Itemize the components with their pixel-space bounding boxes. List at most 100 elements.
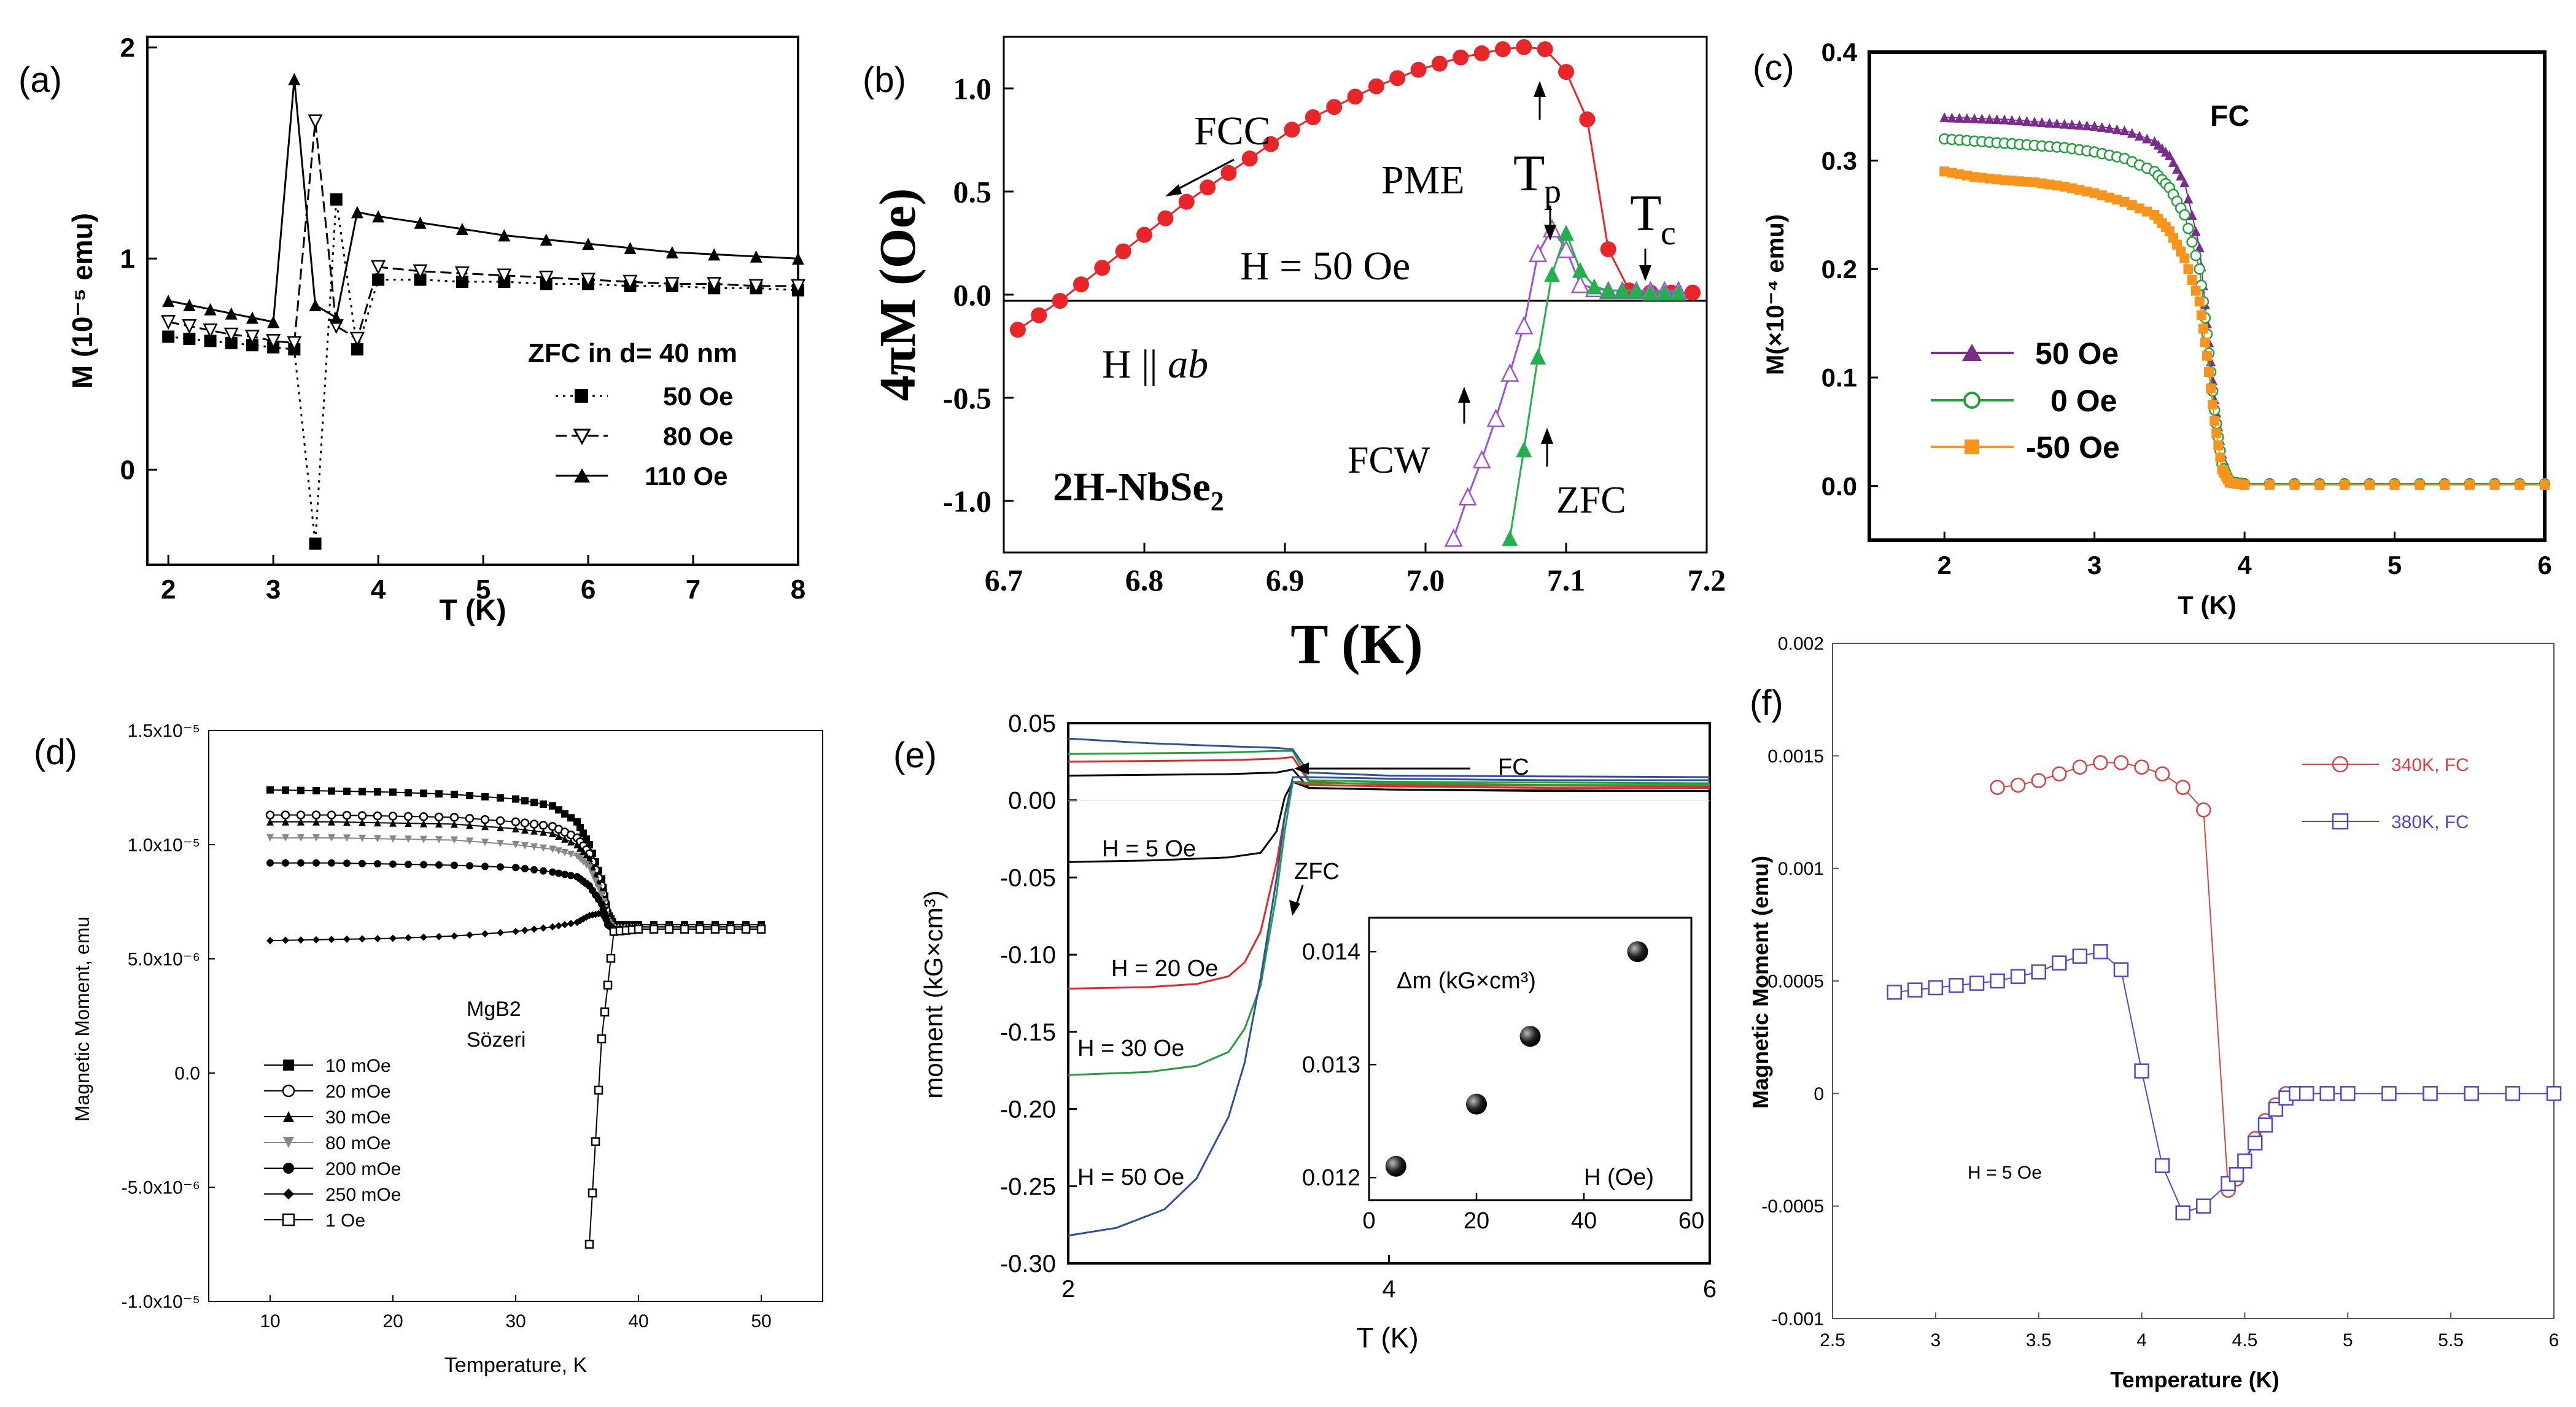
data-point (2105, 192, 2115, 203)
data-point (225, 307, 238, 320)
data-point (2423, 1086, 2438, 1101)
data-point (2154, 1158, 2170, 1173)
data-point (1516, 39, 1532, 55)
panel-a-plot-area (161, 72, 806, 550)
panel-b-xlabel: T (K) (1290, 613, 1423, 675)
data-point (567, 814, 575, 822)
data-point (2142, 206, 2152, 217)
data-point (1472, 450, 1491, 469)
panel-f-legend-340: 340K, FC (2391, 755, 2469, 775)
data-point (495, 816, 505, 826)
panel-e-inset-ticks: 0 20 40 60 0.012 0.013 0.014 (1302, 939, 1704, 1234)
data-point (2134, 1063, 2149, 1079)
data-point (2364, 479, 2375, 490)
data-point (2179, 177, 2190, 187)
data-point (2194, 242, 2205, 252)
data-point (521, 926, 529, 934)
data-point (2240, 479, 2250, 490)
data-point (521, 797, 529, 805)
y-tick-label: 0.0015 (1767, 746, 1824, 767)
data-point (498, 229, 511, 242)
data-point (330, 193, 343, 206)
data-point (741, 924, 751, 934)
data-point (549, 923, 556, 931)
data-point (312, 936, 320, 944)
data-point (561, 849, 568, 857)
legend-label: 1 Oe (325, 1211, 365, 1231)
data-point (2097, 122, 2107, 132)
data-point (2464, 1086, 2479, 1101)
data-point (2289, 479, 2300, 490)
data-point (2135, 131, 2144, 141)
y-tick-label: 0.3 (1821, 146, 1857, 175)
x-tick-label: 6 (2537, 551, 2551, 579)
panel-c-ticks: 2 3 4 5 6 0.0 0.1 0.2 0.3 0.4 (1821, 38, 2552, 579)
data-point (2540, 479, 2550, 490)
data-point (449, 813, 459, 822)
x-tick-label: 10 (260, 1311, 280, 1331)
x-tick-label: 6 (1703, 1276, 1717, 1303)
data-point (2113, 755, 2129, 770)
data-point (623, 274, 638, 290)
data-point (451, 820, 458, 828)
data-point (311, 810, 321, 820)
data-point (466, 792, 473, 800)
x-tick-label: 2.5 (1820, 1330, 1845, 1351)
data-point (204, 335, 217, 347)
data-point (297, 834, 305, 842)
data-point (2268, 1101, 2284, 1117)
panel-c-legend-0: 0 Oe (2050, 384, 2117, 418)
data-point (588, 1188, 597, 1198)
panel-e-inset-frame (1368, 917, 1693, 1201)
data-point (405, 934, 412, 942)
data-point (1969, 975, 1985, 991)
panel-e-inset-xlabel: H (Oe) (1584, 1165, 1654, 1190)
data-point (1990, 780, 2005, 795)
data-point (1928, 980, 1944, 996)
data-point (512, 864, 519, 872)
panel-a-ticks: 2 3 4 5 6 7 8 0 1 2 (120, 33, 806, 605)
data-point (567, 850, 575, 858)
data-point (750, 250, 762, 263)
data-point (530, 843, 538, 851)
data-point (2489, 479, 2500, 490)
panel-b-tc-label: T (1630, 185, 1661, 242)
x-tick-label: 4.5 (2232, 1330, 2258, 1351)
data-point (538, 270, 554, 285)
data-point (2505, 1086, 2521, 1101)
data-point (312, 834, 320, 842)
data-point (389, 819, 397, 827)
data-point (2196, 310, 2206, 320)
data-point (2164, 150, 2174, 160)
data-point (374, 860, 381, 868)
x-tick-label: 7.0 (1406, 563, 1445, 597)
data-point (420, 861, 427, 869)
data-point (1200, 179, 1216, 196)
panel-b-zfc-label: ZFC (1556, 479, 1626, 521)
data-point (2022, 177, 2032, 187)
data-point (589, 870, 596, 878)
panel-f-ticks: 2.5 3 3.5 4 4.5 5 5.5 6 -0.001 -0.0005 0 0.0005 0.00… (1761, 634, 2559, 1351)
data-point (582, 238, 595, 250)
data-point (521, 865, 529, 873)
y-tick-label: 0.0 (1821, 471, 1857, 500)
data-point (580, 848, 587, 856)
data-point (2067, 183, 2077, 193)
x-tick-label: 6 (581, 575, 596, 605)
data-point (414, 216, 427, 229)
data-point (2037, 117, 2047, 127)
data-point (2135, 203, 2144, 214)
panel-f: (f) 2.5 3 3.5 4 4.5 5 5.5 6 -0.001 -0.0005 0 0.0005… (1748, 634, 2562, 1392)
data-point (2264, 479, 2275, 490)
data-point (2208, 400, 2218, 410)
data-point (1073, 276, 1089, 293)
data-point (598, 891, 605, 899)
data-point (359, 788, 366, 796)
data-point (466, 837, 473, 845)
data-point (549, 845, 556, 853)
data-point (1502, 530, 1518, 546)
data-point (756, 924, 766, 934)
data-point (2190, 226, 2201, 236)
data-point (555, 806, 562, 814)
data-point (664, 924, 674, 934)
